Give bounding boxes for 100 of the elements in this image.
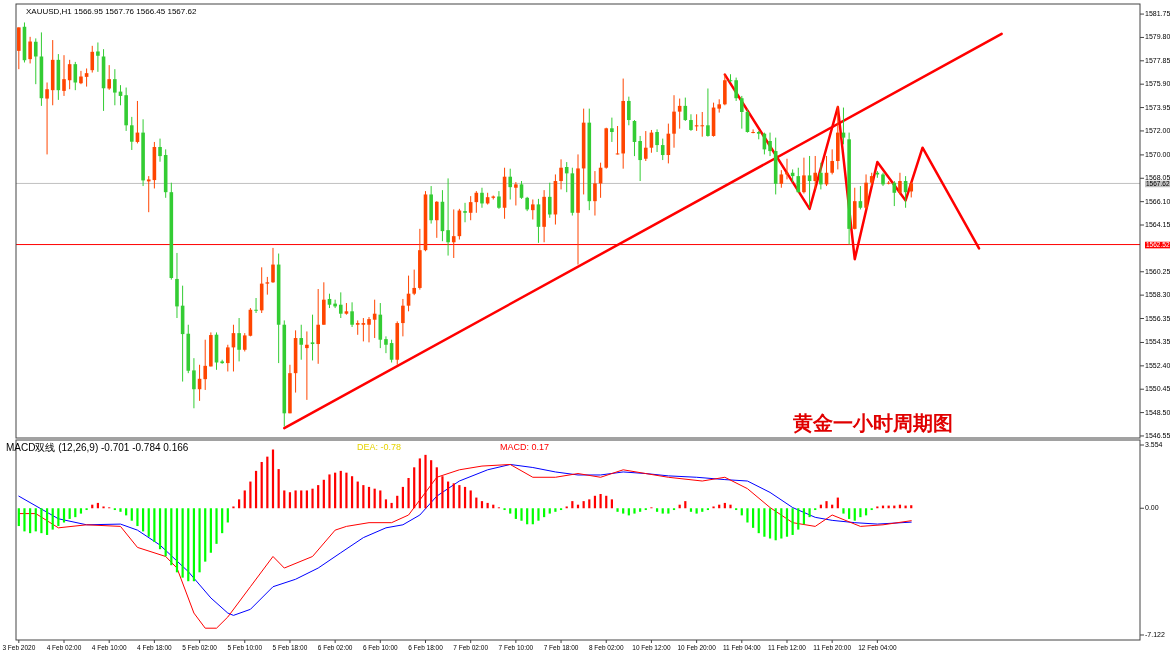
bar (808, 508, 811, 518)
bar (633, 508, 636, 514)
candlestick (338, 291, 343, 319)
candlestick (412, 269, 416, 296)
bar (79, 508, 83, 514)
bar (768, 508, 772, 539)
candlestick (254, 297, 258, 314)
bar (254, 470, 258, 509)
bar (469, 490, 472, 509)
candlestick (271, 247, 275, 284)
bar (610, 499, 613, 509)
candlestick (192, 357, 196, 409)
bar (802, 508, 806, 525)
candlestick (898, 172, 902, 195)
bar (294, 490, 297, 509)
annotation: 黄金一小时周期图 (792, 412, 953, 434)
bar (198, 508, 201, 573)
bar (147, 508, 150, 537)
bar (153, 508, 156, 543)
candlestick (355, 319, 360, 336)
candlestick (226, 344, 230, 372)
bar (57, 508, 60, 527)
bar (695, 508, 698, 514)
bar (119, 508, 122, 512)
candlestick (113, 68, 117, 106)
bar (661, 508, 664, 514)
bar (514, 508, 517, 519)
bar (791, 508, 794, 535)
candlestick (158, 138, 162, 163)
bar (384, 499, 388, 509)
bar (757, 508, 760, 534)
bar (34, 508, 37, 532)
bar (904, 505, 907, 509)
candlestick (740, 95, 744, 130)
bar (350, 476, 354, 509)
candlestick (734, 77, 738, 102)
candlestick (531, 198, 535, 220)
bar (458, 485, 461, 509)
bar (17, 508, 20, 527)
bar (701, 508, 704, 512)
candlestick (17, 26, 21, 70)
bar (243, 490, 246, 509)
bar (543, 508, 546, 518)
bar (170, 508, 173, 566)
bar (622, 508, 625, 514)
bar (141, 508, 145, 532)
candlestick (813, 155, 818, 190)
bar (859, 508, 862, 518)
bar (328, 474, 331, 509)
bar (825, 501, 828, 509)
bar (62, 508, 66, 523)
bar (68, 508, 71, 519)
bar (407, 478, 410, 509)
bar (763, 508, 766, 537)
candlestick (299, 324, 304, 361)
bar (305, 490, 308, 509)
bar (130, 508, 133, 521)
candlestick (672, 94, 676, 149)
candlestick (627, 96, 631, 126)
candlestick (79, 70, 83, 85)
candlestick (480, 187, 484, 209)
candlestick (434, 200, 439, 239)
bar (209, 508, 212, 553)
candlestick (802, 157, 806, 194)
bar (221, 508, 224, 534)
candlestick (242, 332, 247, 352)
candlestick (107, 64, 111, 91)
candlestick (830, 148, 834, 175)
candlestick (350, 301, 354, 328)
candlestick (807, 155, 812, 209)
annotation: DEA: -0.78 (357, 442, 402, 452)
bar (226, 508, 229, 523)
candlestick (28, 36, 32, 64)
bar (23, 508, 26, 532)
candlestick (446, 177, 450, 257)
bar (317, 485, 320, 509)
candlestick (796, 167, 801, 194)
candlestick (316, 288, 320, 365)
candlestick (559, 158, 563, 190)
bar (311, 488, 314, 509)
bar (260, 461, 263, 509)
bar (339, 470, 342, 509)
bar (249, 481, 252, 509)
bar (441, 476, 444, 509)
candlestick (62, 54, 66, 97)
bar (774, 508, 777, 541)
candlestick (384, 335, 388, 354)
candlestick (310, 314, 315, 361)
candlestick (660, 138, 665, 161)
candlestick (129, 116, 134, 151)
candlestick (700, 111, 705, 138)
candlestick (751, 128, 755, 134)
bar (639, 508, 642, 512)
candlestick (401, 298, 405, 337)
candlestick (463, 202, 467, 223)
bar (667, 508, 670, 514)
bar (215, 508, 218, 544)
bar (853, 508, 856, 521)
candlestick (706, 88, 710, 138)
bar (413, 467, 416, 509)
